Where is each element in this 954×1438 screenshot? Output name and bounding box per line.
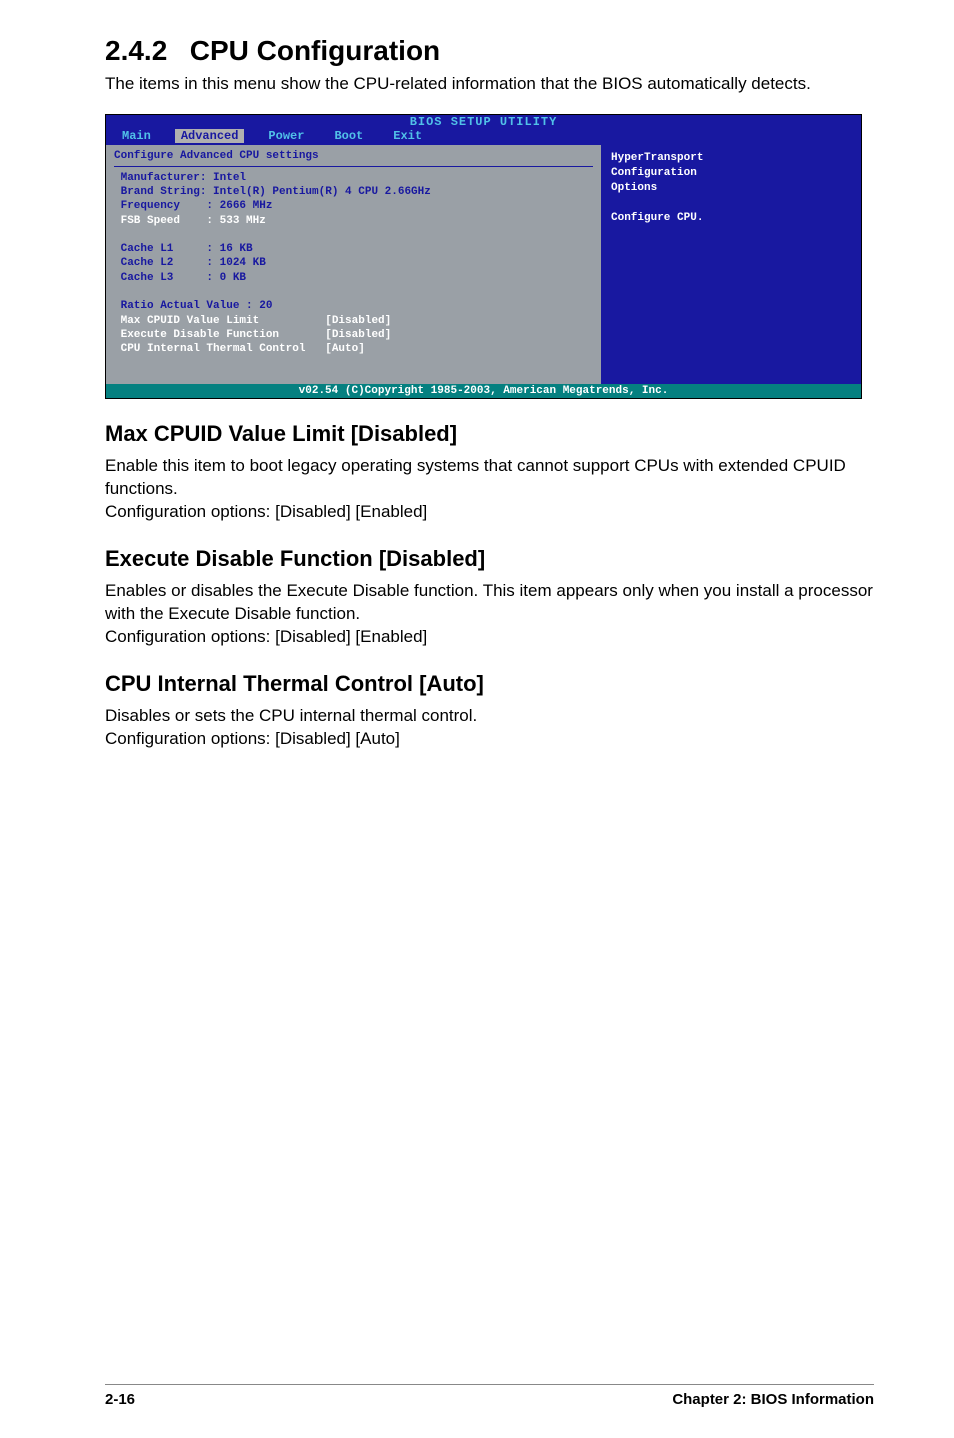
bios-thermal-control[interactable]: CPU Internal Thermal Control [Auto] [114, 342, 593, 356]
sub2-text2: Configuration options: [Disabled] [Enabl… [105, 626, 874, 649]
bios-manufacturer: Manufacturer: Intel [114, 171, 593, 185]
sub2-heading: Execute Disable Function [Disabled] [105, 546, 874, 572]
bios-help-line1: HyperTransport [611, 151, 851, 166]
page-footer: 2-16 Chapter 2: BIOS Information [105, 1384, 874, 1408]
section-title: CPU Configuration [190, 35, 440, 66]
intro-paragraph: The items in this menu show the CPU-rela… [105, 73, 874, 96]
spacer [114, 285, 593, 299]
sub1-heading: Max CPUID Value Limit [Disabled] [105, 421, 874, 447]
bios-title: BIOS SETUP UTILITY [106, 115, 861, 129]
sub1-text2: Configuration options: [Disabled] [Enabl… [105, 501, 874, 524]
bios-frequency: Frequency : 2666 MHz [114, 199, 593, 213]
spacer [114, 228, 593, 242]
section-number: 2.4.2 [105, 35, 167, 66]
bios-tab-advanced[interactable]: Advanced [175, 129, 245, 143]
bios-fsb-speed: FSB Speed : 533 MHz [114, 214, 593, 228]
bios-exec-disable[interactable]: Execute Disable Function [Disabled] [114, 328, 593, 342]
bios-divider [114, 166, 593, 167]
bios-cache-l2: Cache L2 : 1024 KB [114, 256, 593, 270]
bios-footer: v02.54 (C)Copyright 1985-2003, American … [106, 384, 861, 398]
bios-cache-l3: Cache L3 : 0 KB [114, 271, 593, 285]
spacer [611, 196, 851, 211]
bios-tab-boot[interactable]: Boot [328, 129, 369, 143]
bios-tab-power[interactable]: Power [262, 129, 310, 143]
bios-help-line3: Options [611, 181, 851, 196]
bios-left-panel: Configure Advanced CPU settings Manufact… [106, 145, 601, 384]
bios-body: Configure Advanced CPU settings Manufact… [106, 145, 861, 384]
sub3-heading: CPU Internal Thermal Control [Auto] [105, 671, 874, 697]
bios-help-line2: Configuration [611, 166, 851, 181]
sub1-text1: Enable this item to boot legacy operatin… [105, 455, 874, 501]
sub2-text1: Enables or disables the Execute Disable … [105, 580, 874, 626]
bios-screenshot: BIOS SETUP UTILITY Main Advanced Power B… [105, 114, 862, 400]
bios-cache-l1: Cache L1 : 16 KB [114, 242, 593, 256]
bios-ratio: Ratio Actual Value : 20 [114, 299, 593, 313]
sub3-text1: Disables or sets the CPU internal therma… [105, 705, 874, 728]
bios-tab-exit[interactable]: Exit [387, 129, 428, 143]
page-number: 2-16 [105, 1391, 135, 1408]
bios-brand-string: Brand String: Intel(R) Pentium(R) 4 CPU … [114, 185, 593, 199]
bios-right-panel: HyperTransport Configuration Options Con… [601, 145, 861, 384]
bios-max-cpuid[interactable]: Max CPUID Value Limit [Disabled] [114, 314, 593, 328]
bios-tab-bar: Main Advanced Power Boot Exit [106, 129, 861, 145]
chapter-label: Chapter 2: BIOS Information [672, 1391, 874, 1408]
bios-help-line4: Configure CPU. [611, 211, 851, 226]
bios-config-heading: Configure Advanced CPU settings [114, 149, 593, 163]
sub3-text2: Configuration options: [Disabled] [Auto] [105, 728, 874, 751]
bios-tab-main[interactable]: Main [116, 129, 157, 143]
